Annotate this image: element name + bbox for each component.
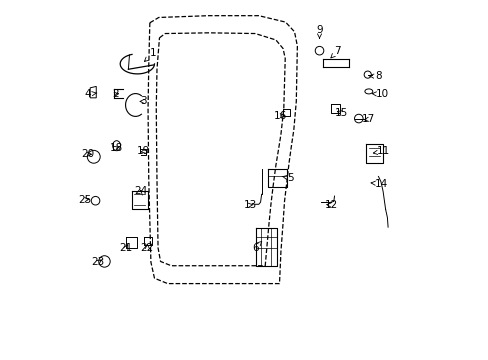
Text: 18: 18	[110, 143, 123, 153]
Text: 24: 24	[134, 186, 147, 196]
Text: 15: 15	[334, 108, 347, 118]
Text: 13: 13	[243, 200, 256, 210]
Text: 9: 9	[316, 25, 322, 38]
Text: 4: 4	[84, 89, 97, 99]
Text: 12: 12	[324, 200, 337, 210]
Text: 11: 11	[372, 147, 389, 157]
Text: 25: 25	[78, 195, 91, 204]
Text: 21: 21	[119, 243, 132, 253]
Text: 1: 1	[144, 48, 156, 62]
Text: 6: 6	[251, 241, 261, 253]
Text: 22: 22	[141, 243, 154, 253]
Text: 8: 8	[369, 71, 381, 81]
Text: 23: 23	[91, 257, 104, 267]
Text: 2: 2	[112, 89, 118, 99]
Text: 5: 5	[282, 173, 294, 183]
Text: 16: 16	[273, 111, 286, 121]
Text: 17: 17	[362, 114, 375, 124]
Text: 7: 7	[330, 46, 340, 58]
Text: 19: 19	[137, 147, 150, 157]
Text: 14: 14	[370, 179, 387, 189]
Text: 10: 10	[371, 89, 388, 99]
Text: 3: 3	[140, 96, 147, 107]
Text: 20: 20	[81, 149, 94, 159]
